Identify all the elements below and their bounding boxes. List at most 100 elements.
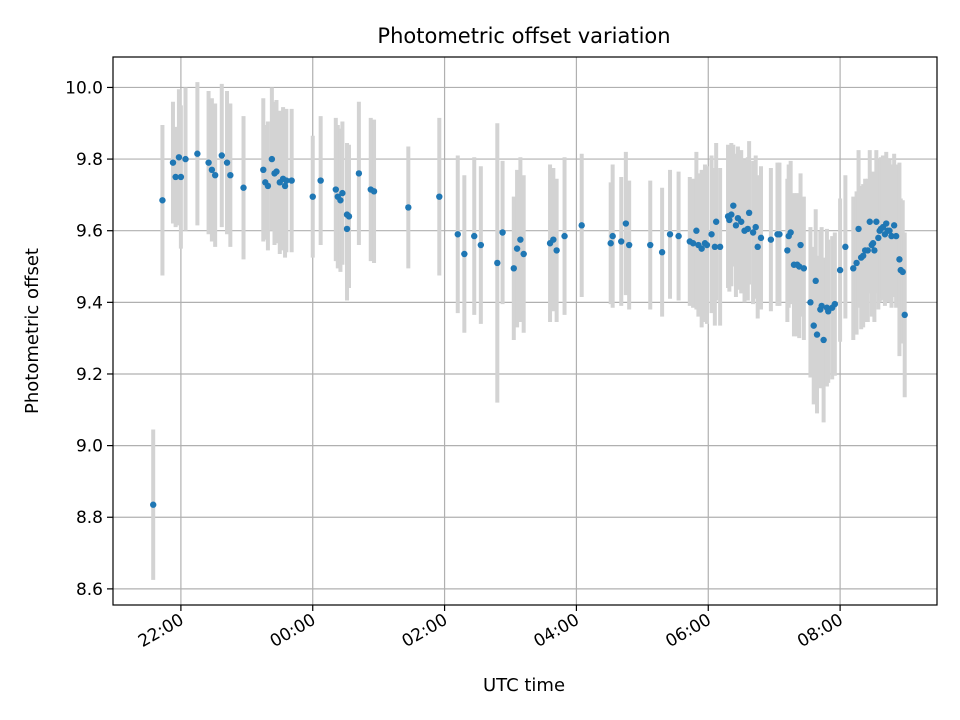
y-tick-label: 9.4 [76,293,103,313]
y-tick-label: 9.0 [76,437,103,457]
data-point [471,232,478,240]
data-point [831,300,839,308]
y-tick-label: 9.2 [76,365,103,385]
data-point [618,238,625,245]
data-point [240,184,247,191]
data-point [728,211,735,218]
data-point [708,231,715,238]
data-point [436,193,443,200]
data-point [283,177,290,184]
data-point [888,232,895,240]
data-point [317,177,324,184]
x-tick-label: 02:00 [399,610,451,652]
data-point [550,236,557,243]
y-tick-label: 9.6 [76,222,103,242]
data-point [561,232,568,240]
data-point [749,229,757,236]
data-point [693,227,700,234]
data-point [732,222,740,229]
data-point [211,171,219,179]
data-point [730,202,737,209]
data-point [813,331,821,338]
data-point [345,213,353,220]
data-point [260,166,267,174]
data-point [807,299,814,306]
data-point [716,243,724,251]
data-point [901,311,908,319]
y-tick-label: 10.0 [65,78,103,98]
data-point [842,243,849,251]
data-point [726,216,733,224]
data-point [738,218,745,225]
error-bars [151,82,907,580]
data-point [784,247,791,254]
data-point [712,218,720,225]
y-tick-label: 9.8 [76,150,103,170]
data-point [675,232,682,240]
data-point [268,155,276,163]
data-point [711,243,719,251]
x-tick-label: 00:00 [267,610,319,652]
data-point [622,220,630,227]
data-point [337,197,344,204]
data-point [177,173,185,181]
data-point [745,209,753,217]
x-tick-label: 08:00 [794,610,846,652]
y-tick-label: 8.6 [76,580,103,600]
data-point [896,256,903,263]
data-point [767,236,775,243]
data-point [227,171,234,179]
data-point [454,231,461,238]
data-point [223,159,231,166]
data-point [281,182,289,190]
data-point [787,229,794,236]
y-axis: 8.6 8.8 9.0 9.2 9.4 9.6 9.8 10.0 [65,78,113,600]
data-point [859,252,867,259]
data-point [510,265,517,272]
data-point [339,189,346,197]
data-point [658,249,666,256]
data-point [370,188,378,195]
x-axis-title: UTC time [483,675,565,696]
data-point [864,247,871,254]
data-point [757,234,765,242]
data-point [873,218,880,225]
data-point [820,336,827,344]
data-point [850,265,857,272]
x-axis: 22:00 00:00 02:00 04:00 06:00 08:00 [135,605,847,652]
data-point [169,159,177,166]
data-point [309,193,316,200]
data-point [776,231,783,238]
data-point [836,266,844,274]
data-point [609,232,616,240]
data-point [818,302,825,310]
y-axis-title: Photometric offset [22,248,43,414]
data-point [553,247,560,254]
data-point [477,241,485,249]
data-point [208,166,216,174]
data-point [517,236,524,243]
data-point [812,277,819,285]
data-point [754,243,761,251]
data-point [175,154,183,161]
data-point [264,182,272,190]
data-point [797,241,804,249]
data-point [703,241,711,249]
data-point [810,322,817,329]
data-point [744,225,752,233]
data-point [513,245,521,252]
data-point [853,259,860,267]
data-point [899,268,906,276]
data-point [890,222,898,229]
x-tick-label: 22:00 [135,610,187,652]
data-point [405,204,412,211]
data-point [205,159,212,166]
data-point [666,231,674,238]
data-point [689,240,697,247]
data-point [800,265,808,272]
data-point [355,170,363,177]
data-point [883,220,890,227]
data-point [343,225,351,233]
data-point [273,168,280,175]
